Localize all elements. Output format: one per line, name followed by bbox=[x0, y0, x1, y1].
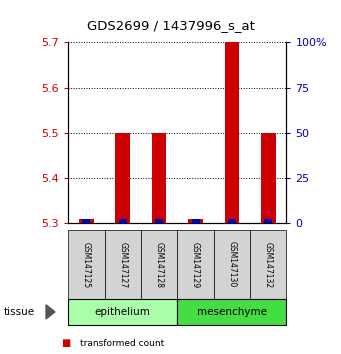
Text: GSM147130: GSM147130 bbox=[227, 241, 236, 288]
Bar bbox=[261, 133, 276, 223]
Bar bbox=[119, 219, 127, 223]
Text: GSM147128: GSM147128 bbox=[154, 242, 164, 287]
Text: epithelium: epithelium bbox=[95, 307, 151, 317]
Bar bbox=[188, 218, 203, 223]
Bar bbox=[155, 219, 163, 223]
Text: GSM147132: GSM147132 bbox=[264, 241, 273, 288]
Bar bbox=[152, 133, 166, 223]
Text: GSM147127: GSM147127 bbox=[118, 241, 127, 288]
Bar bbox=[79, 218, 94, 223]
Text: GDS2699 / 1437996_s_at: GDS2699 / 1437996_s_at bbox=[87, 19, 254, 33]
Text: GSM147129: GSM147129 bbox=[191, 241, 200, 288]
Bar bbox=[192, 219, 199, 223]
Bar bbox=[116, 133, 130, 223]
Text: transformed count: transformed count bbox=[80, 338, 164, 348]
Bar bbox=[225, 42, 239, 223]
Bar bbox=[83, 219, 90, 223]
Bar bbox=[264, 219, 272, 223]
Text: mesenchyme: mesenchyme bbox=[197, 307, 267, 317]
Text: ■: ■ bbox=[61, 338, 71, 348]
Bar bbox=[228, 219, 236, 223]
Text: tissue: tissue bbox=[3, 307, 34, 317]
Text: GSM147125: GSM147125 bbox=[82, 241, 91, 288]
